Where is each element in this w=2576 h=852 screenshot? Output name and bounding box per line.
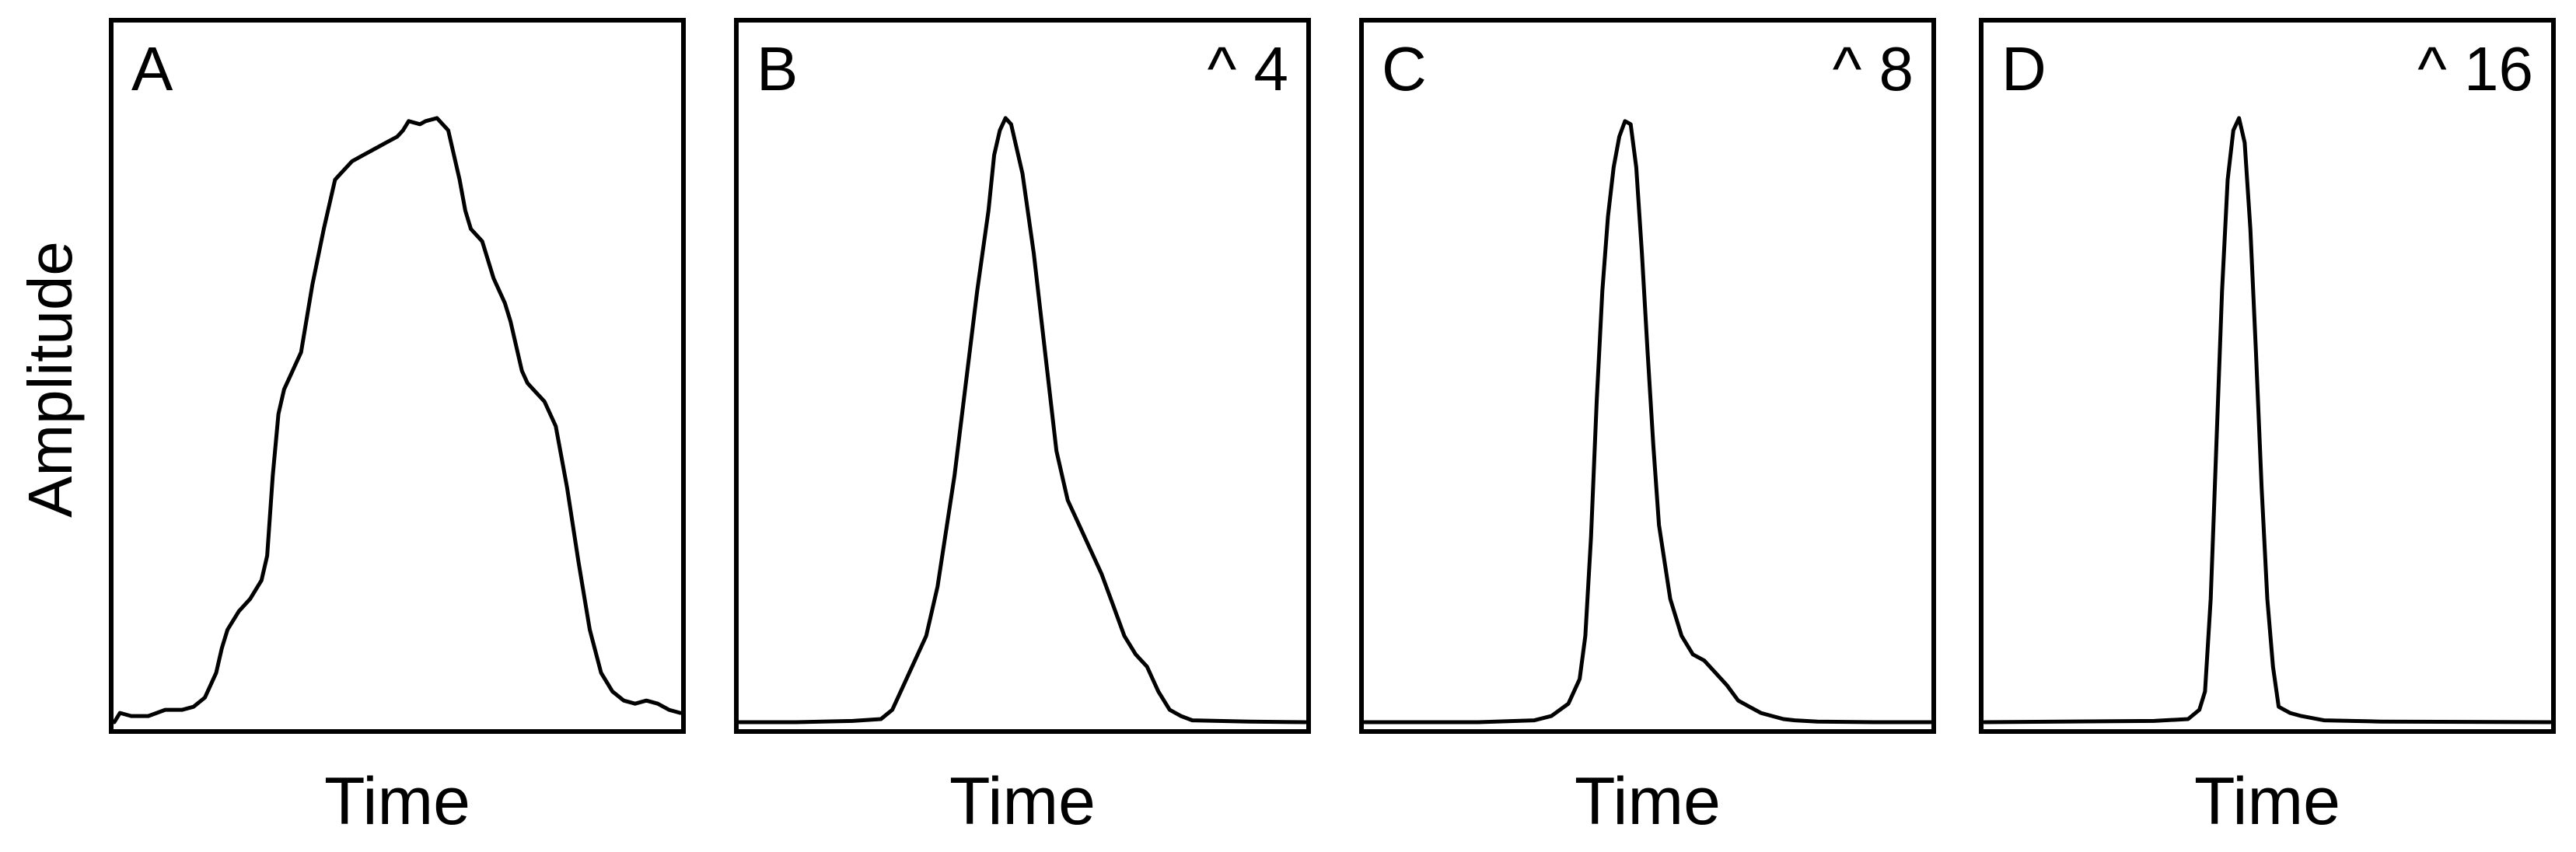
- panel-b: B ^ 4 Time: [734, 18, 1311, 839]
- y-axis-label: Amplitude: [16, 241, 85, 518]
- panel-label: C: [1382, 34, 1427, 103]
- x-axis-label: Time: [1575, 764, 1721, 839]
- series-line: [737, 116, 1308, 725]
- panel-label: D: [2001, 34, 2046, 103]
- panel-label: B: [757, 34, 798, 103]
- x-axis-label: Time: [949, 764, 1096, 839]
- x-axis-label: Time: [2194, 764, 2340, 839]
- panel-frame: [109, 18, 686, 734]
- exponent-label: ^ 4: [1208, 34, 1288, 103]
- panels: A Time B ^ 4 Time C ^ 8 Time D ^ 16 Time: [109, 18, 2556, 839]
- exponent-label: ^ 8: [1833, 34, 1914, 103]
- panel-frame: [1979, 18, 2556, 734]
- x-axis-label: Time: [324, 764, 470, 839]
- series-line: [112, 116, 683, 725]
- panel-frame: [734, 18, 1311, 734]
- panel-d: D ^ 16 Time: [1979, 18, 2556, 839]
- panel-c: C ^ 8 Time: [1359, 18, 1936, 839]
- series-line: [1362, 119, 1933, 725]
- series-line: [1982, 116, 2553, 725]
- panel-frame: [1359, 18, 1936, 734]
- exponent-label: ^ 16: [2417, 34, 2533, 103]
- panel-label: A: [131, 34, 173, 103]
- panel-a: A Time: [109, 18, 686, 839]
